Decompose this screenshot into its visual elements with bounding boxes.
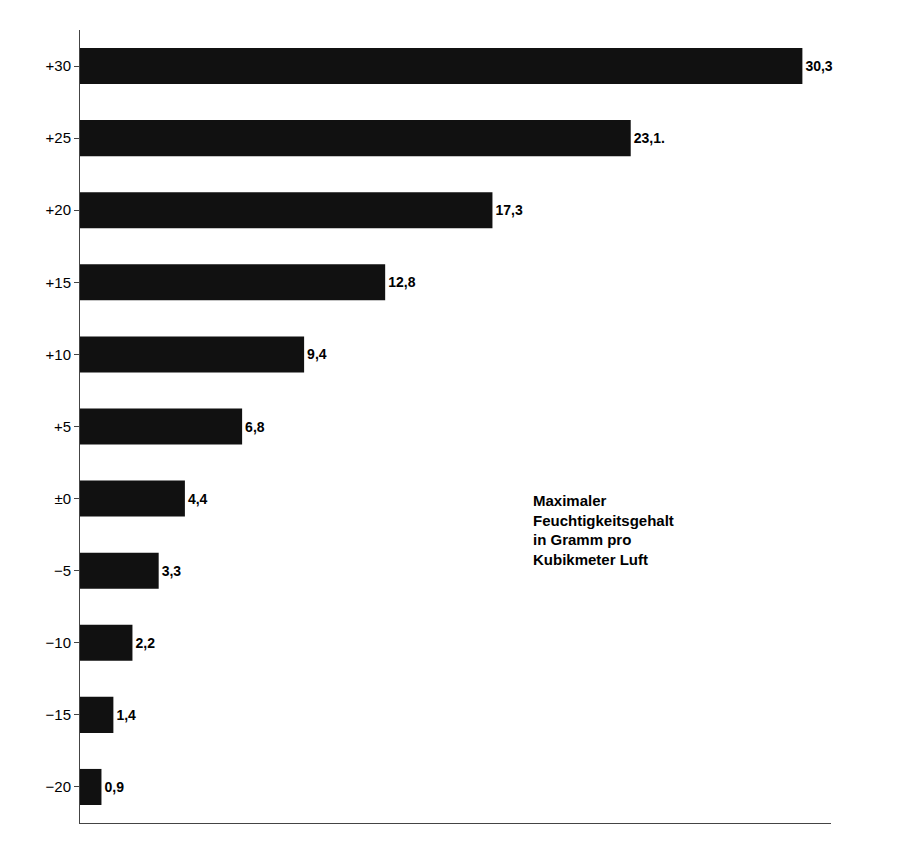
svg-text:2,2: 2,2 xyxy=(135,635,155,651)
svg-text:−10: −10 xyxy=(46,634,71,651)
svg-text:23,1.: 23,1. xyxy=(634,130,665,146)
svg-text:+15: +15 xyxy=(46,274,71,291)
svg-text:−15: −15 xyxy=(46,706,71,723)
svg-text:1,4: 1,4 xyxy=(116,707,136,723)
svg-text:±0: ±0 xyxy=(54,490,71,507)
svg-text:+10: +10 xyxy=(46,346,71,363)
svg-text:30,3: 30,3 xyxy=(805,58,832,74)
svg-text:3,3: 3,3 xyxy=(162,563,182,579)
svg-text:12,8: 12,8 xyxy=(388,274,415,290)
svg-text:9,4: 9,4 xyxy=(307,346,327,362)
svg-text:−20: −20 xyxy=(46,778,71,795)
svg-text:−5: −5 xyxy=(54,562,71,579)
svg-text:0,9: 0,9 xyxy=(104,779,124,795)
svg-text:+5: +5 xyxy=(54,418,71,435)
svg-text:4,4: 4,4 xyxy=(188,491,208,507)
svg-text:6,8: 6,8 xyxy=(245,419,265,435)
svg-text:MaximalerFeuchtigkeitsgehaltin: MaximalerFeuchtigkeitsgehaltin Gramm pro… xyxy=(533,492,674,568)
svg-text:+25: +25 xyxy=(46,129,71,146)
svg-text:+20: +20 xyxy=(46,201,71,218)
svg-text:+30: +30 xyxy=(46,57,71,74)
svg-text:17,3: 17,3 xyxy=(495,202,522,218)
